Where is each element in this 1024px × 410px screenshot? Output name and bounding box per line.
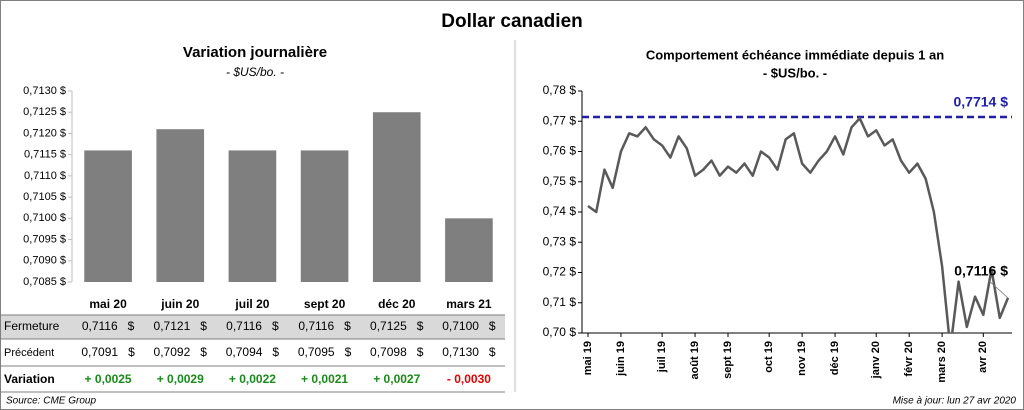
- x-tick-label: févr 20: [903, 341, 915, 376]
- row-label: Variation: [4, 372, 55, 386]
- x-tick-label: oct 19: [763, 341, 775, 373]
- bar: [84, 150, 132, 282]
- cell: + 0,0025: [85, 372, 132, 386]
- cell: 0,7130 $: [442, 345, 496, 359]
- cell: 0,7100 $: [442, 319, 496, 333]
- y-tick-label: 0,73 $: [543, 234, 577, 248]
- x-tick-label: août 19: [689, 341, 701, 380]
- y-tick-label: 0,7120 $: [23, 127, 66, 139]
- x-tick-label: nov 19: [796, 341, 808, 376]
- chart-title: Variation journalière: [183, 44, 327, 61]
- x-tick-label: avr 20: [977, 341, 989, 373]
- y-tick-label: 0,7100 $: [23, 212, 66, 224]
- cell: 0,7092 $: [154, 345, 208, 359]
- cell: + 0,0022: [229, 372, 276, 386]
- y-tick-label: 0,72 $: [543, 265, 577, 279]
- x-tick-label: déc 20: [378, 297, 416, 311]
- annotation: 0,7116 $: [954, 263, 1008, 279]
- x-tick-label: mai 19: [582, 341, 594, 375]
- y-tick-label: 0,7110 $: [24, 170, 66, 182]
- cell: 0,7091 $: [81, 345, 135, 359]
- cell: - 0,0030: [447, 372, 491, 386]
- cell: 0,7098 $: [370, 345, 424, 359]
- y-tick-label: 0,71 $: [543, 295, 577, 309]
- y-tick-label: 0,75 $: [543, 174, 577, 188]
- y-tick-label: 0,7090 $: [23, 255, 66, 267]
- y-tick-label: 0,7105 $: [23, 191, 66, 203]
- cell: + 0,0021: [301, 372, 348, 386]
- y-tick-label: 0,7125 $: [23, 106, 66, 118]
- source: Source: CME Group: [6, 396, 96, 407]
- cell: + 0,0029: [157, 372, 204, 386]
- cell: 0,7116 $: [298, 319, 351, 333]
- chart-subtitle: - $US/bo. -: [226, 65, 284, 79]
- x-tick-label: juil 20: [234, 297, 269, 311]
- y-tick-label: 0,70 $: [543, 325, 577, 339]
- cell: 0,7116 $: [82, 319, 135, 333]
- x-tick-label: sept 20: [304, 297, 346, 311]
- cell: 0,7094 $: [226, 345, 280, 359]
- bar: [372, 112, 421, 282]
- y-tick-label: 0,77 $: [543, 113, 577, 127]
- cell: + 0,0027: [373, 372, 420, 386]
- row-bg: [1, 315, 505, 339]
- updated: Mise à jour: lun 27 avr 2020: [893, 396, 1017, 407]
- bar: [445, 218, 493, 282]
- cell: 0,7121 $: [154, 319, 208, 333]
- row-label: Fermeture: [4, 319, 60, 333]
- y-tick-label: 0,7085 $: [23, 276, 66, 288]
- cell: 0,7095 $: [298, 345, 352, 359]
- x-tick-label: mai 20: [89, 297, 127, 311]
- x-tick-label: mars 20: [936, 341, 948, 383]
- y-tick-label: 0,7095 $: [23, 233, 66, 245]
- y-tick-label: 0,76 $: [543, 144, 577, 158]
- y-tick-label: 0,7130 $: [23, 85, 66, 97]
- cell: 0,7125 $: [370, 319, 424, 333]
- y-tick-label: 0,7115 $: [24, 149, 66, 161]
- x-tick-label: juin 20: [160, 297, 199, 311]
- bar: [300, 150, 349, 282]
- annotation-leader: [987, 279, 1009, 299]
- y-tick-label: 0,78 $: [543, 83, 577, 97]
- x-tick-label: janv 20: [870, 341, 882, 379]
- page-title: Dollar canadien: [441, 11, 583, 32]
- bar: [228, 150, 277, 282]
- cell: 0,7116 $: [226, 319, 279, 333]
- x-tick-label: déc 19: [829, 341, 841, 375]
- chart-subtitle: - $US/bo. -: [763, 65, 827, 80]
- y-tick-label: 0,74 $: [543, 204, 577, 218]
- x-tick-label: juin 19: [615, 341, 627, 377]
- row-label: Précédent: [4, 347, 54, 359]
- line: [587, 116, 1010, 333]
- plot: [587, 116, 1010, 333]
- x-tick-label: sept 19: [722, 341, 734, 379]
- x-tick-label: mars 21: [446, 297, 492, 311]
- x-tick-label: juil 19: [656, 341, 668, 373]
- chart-title: Comportement échéance immédiate depuis 1…: [646, 47, 944, 62]
- bar: [156, 129, 205, 282]
- reference-label: 0,7714 $: [954, 94, 1009, 110]
